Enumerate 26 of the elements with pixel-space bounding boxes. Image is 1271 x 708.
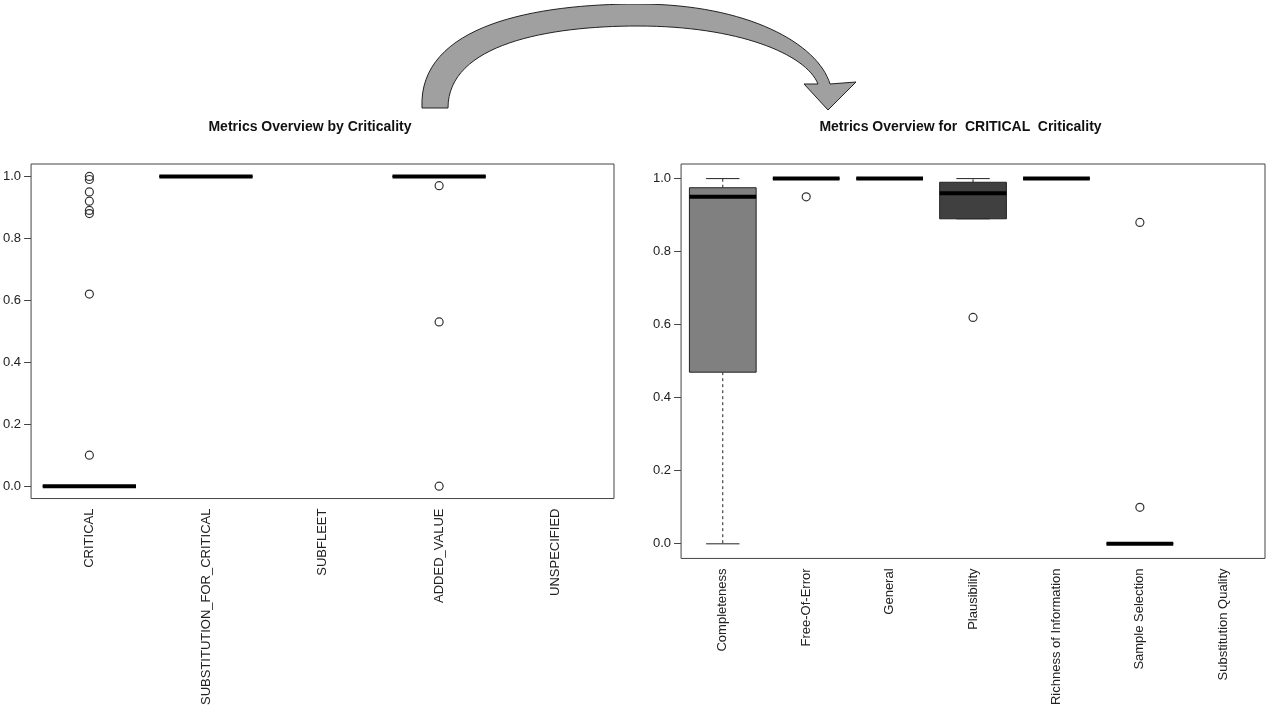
chart-title: Metrics Overview by Criticality xyxy=(207,118,413,134)
x-tick-label: SUBSTITUTION_FOR_CRITICAL xyxy=(197,508,213,705)
y-tick-label: 1.0 xyxy=(2,167,22,183)
x-tick-label: Completeness xyxy=(714,567,730,652)
y-tick-label: 0.2 xyxy=(652,462,672,478)
y-tick-label: 0.6 xyxy=(652,316,672,332)
x-tick-label: CRITICAL xyxy=(80,508,96,568)
y-tick-label: 0.0 xyxy=(2,477,22,493)
x-tick-label: Substitution Quality xyxy=(1214,567,1230,681)
y-tick-label: 0.8 xyxy=(2,229,22,245)
y-tick-label: 0.2 xyxy=(2,415,22,431)
y-tick-label: 0.4 xyxy=(2,353,22,369)
y-tick-label: 0.0 xyxy=(652,535,672,551)
x-tick-label: General xyxy=(881,568,897,615)
x-tick-label: Plausibility xyxy=(964,567,980,630)
x-tick-label: Free-Of-Error xyxy=(797,567,813,647)
x-tick-label: SUBFLEET xyxy=(314,508,330,576)
chart-title: Metrics Overview for CRITICAL Criticality xyxy=(818,118,1103,134)
x-tick-label: ADDED_VALUE xyxy=(430,508,446,603)
x-tick-label: Richness of Information xyxy=(1048,568,1064,706)
y-tick-label: 0.6 xyxy=(2,291,22,307)
x-tick-label: Sample Selection xyxy=(1131,568,1147,670)
y-tick-label: 0.4 xyxy=(652,389,672,405)
y-tick-label: 0.8 xyxy=(652,243,672,259)
y-tick-label: 1.0 xyxy=(652,170,672,186)
x-tick-label: UNSPECIFIED xyxy=(547,508,563,596)
